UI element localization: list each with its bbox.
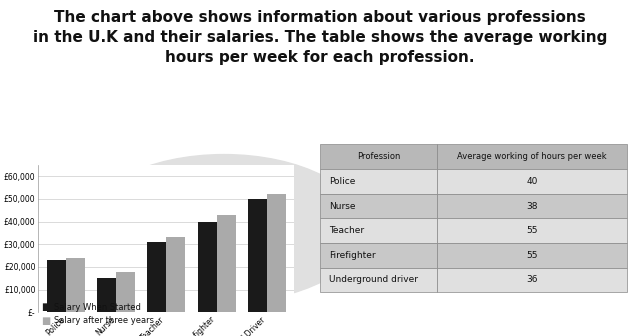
Bar [436,169,627,194]
Text: 55: 55 [526,226,538,235]
Bar [320,169,436,194]
Text: Salary When Started: Salary When Started [54,303,141,312]
Bar [320,243,436,268]
Text: Salary after three years: Salary after three years [54,317,154,325]
Bar [436,268,627,292]
Bar [320,218,436,243]
Text: 40: 40 [526,177,538,186]
Text: Firefighter: Firefighter [329,251,376,260]
Bar [320,144,436,169]
Text: Profession: Profession [356,152,400,161]
Bar [198,221,216,312]
Bar [216,215,236,312]
Bar [320,268,436,292]
Bar [97,278,116,312]
Circle shape [83,155,365,302]
Text: ■: ■ [42,316,51,326]
Bar [436,194,627,218]
Bar [267,194,286,312]
Bar [166,238,186,312]
Text: The chart above shows information about various professions
in the U.K and their: The chart above shows information about … [33,10,607,65]
Text: 55: 55 [526,251,538,260]
Text: Teacher: Teacher [329,226,364,235]
Bar [436,218,627,243]
Bar [116,271,135,312]
Text: Nurse: Nurse [329,202,356,211]
Text: Average working of hours per week: Average working of hours per week [457,152,607,161]
Text: 36: 36 [526,276,538,285]
Bar [436,144,627,169]
Bar [248,199,267,312]
Text: Police: Police [329,177,356,186]
Bar [147,242,166,312]
Bar [66,258,85,312]
Bar [320,194,436,218]
Bar [436,243,627,268]
Text: ■: ■ [42,302,51,312]
Text: 38: 38 [526,202,538,211]
Text: Underground driver: Underground driver [329,276,418,285]
Bar [47,260,66,312]
